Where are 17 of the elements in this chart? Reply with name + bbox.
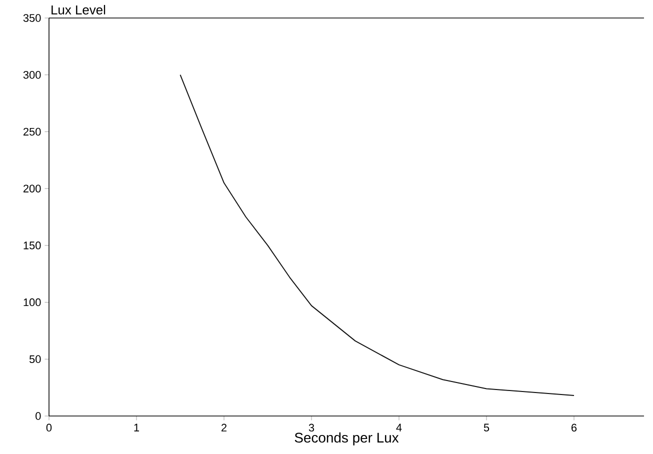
x-tick-label: 2 [222, 424, 226, 432]
y-tick-label: 350 [23, 14, 41, 22]
x-tick-label: 0 [46, 424, 52, 432]
y-tick-label: 200 [23, 184, 41, 192]
x-tick-label: 6 [572, 424, 577, 432]
y-tick-label: 0 [36, 412, 41, 420]
x-tick-label: 4 [396, 424, 402, 432]
y-tick-label: 300 [23, 70, 41, 79]
x-tick-label: 3 [308, 424, 314, 432]
y-tick-label: 150 [24, 242, 41, 250]
x-tick-label: 1 [134, 424, 140, 432]
y-tick-label: 50 [29, 355, 41, 364]
x-tick-label: 5 [484, 424, 490, 432]
y-tick-label: 250 [23, 128, 41, 136]
x-axis-title: Seconds per Lux [294, 432, 399, 446]
y-tick-label: 100 [24, 298, 41, 306]
y-axis-title: Lux Level [52, 4, 106, 14]
